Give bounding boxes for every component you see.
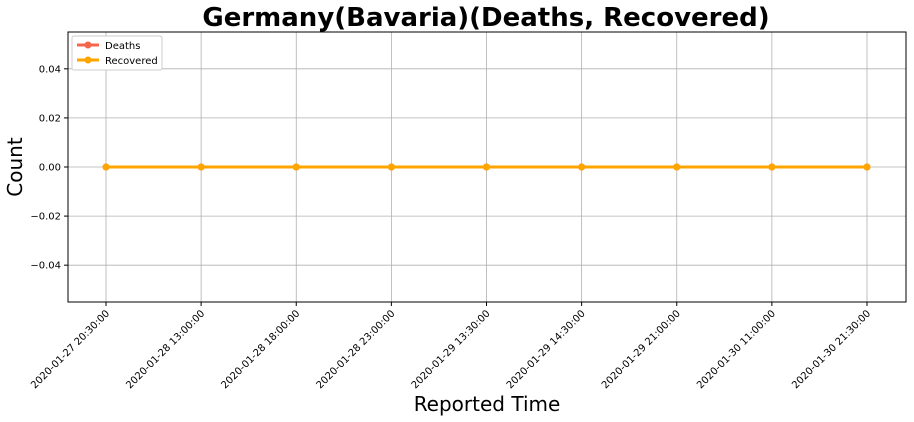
legend-recovered-label: Recovered xyxy=(105,56,158,67)
legend-recovered-marker xyxy=(84,56,92,64)
x-tick-label: 2020-01-28 23:00:00 xyxy=(315,308,398,391)
series-point-recovered xyxy=(387,163,395,171)
x-tick-label: 2020-01-28 18:00:00 xyxy=(219,308,302,391)
series-point-recovered xyxy=(197,163,205,171)
y-tick-label: 0.02 xyxy=(39,113,61,124)
series-point-recovered xyxy=(483,163,490,171)
x-tick-label: 2020-01-27 20:30:00 xyxy=(29,308,112,391)
y-axis: −0.04 −0.02 0.00 0.02 0.04 xyxy=(30,64,68,272)
series-group xyxy=(102,163,871,171)
chart-title: Germany(Bavaria)(Deaths, Recovered) xyxy=(202,3,769,33)
x-tick-label: 2020-01-30 21:30:00 xyxy=(790,308,873,391)
x-tick-label: 2020-01-29 13:30:00 xyxy=(410,308,493,391)
x-axis: 2020-01-27 20:30:00 2020-01-28 13:00:00 20… xyxy=(29,302,873,391)
series-point-recovered xyxy=(673,163,681,171)
x-tick-label: 2020-01-29 21:00:00 xyxy=(600,308,683,391)
series-point-recovered xyxy=(292,163,300,171)
y-tick-label: 0.00 xyxy=(39,163,61,174)
x-axis-label: Reported Time xyxy=(414,392,561,416)
legend-deaths-label: Deaths xyxy=(105,41,140,52)
series-point-recovered xyxy=(768,163,776,171)
series-point-recovered xyxy=(102,163,110,171)
series-point-recovered xyxy=(863,163,871,171)
legend: Deaths Recovered xyxy=(71,35,163,71)
y-tick-label: −0.02 xyxy=(30,212,61,223)
y-tick-label: 0.04 xyxy=(39,64,61,75)
x-tick-label: 2020-01-29 14:30:00 xyxy=(505,308,588,391)
x-tick-label: 2020-01-30 11:00:00 xyxy=(695,308,778,391)
y-axis-label: Count xyxy=(3,137,27,197)
series-point-recovered xyxy=(578,163,586,171)
x-tick-label: 2020-01-28 13:00:00 xyxy=(124,308,207,391)
legend-deaths-marker xyxy=(84,41,92,49)
y-tick-label: −0.04 xyxy=(30,261,61,272)
